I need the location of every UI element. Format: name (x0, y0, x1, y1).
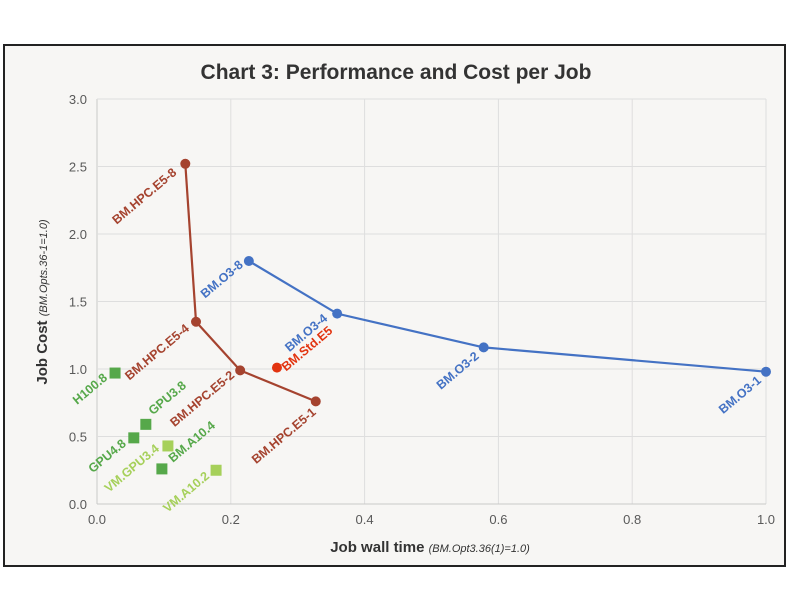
data-point (140, 418, 152, 430)
y-tick-label: 1.5 (69, 295, 87, 310)
data-label: BM.HPC.E5-2 (167, 368, 237, 430)
chart-title: Chart 3: Performance and Cost per Job (201, 61, 592, 84)
data-point (210, 464, 222, 476)
y-tick-label: 2.0 (69, 227, 87, 242)
series-line (184, 163, 317, 403)
data-point (191, 316, 202, 327)
series-line (248, 260, 767, 373)
data-label: BM.O3-1 (716, 373, 764, 416)
y-axis-label: Job Cost (BM.Opts.36-1=1.0) (34, 219, 51, 385)
y-tick-label: 0.0 (69, 497, 87, 512)
y-tick-label: 0.5 (69, 430, 87, 445)
y-tick-label: 2.5 (69, 160, 87, 175)
data-label: BM.HPC.E5-8 (110, 165, 180, 227)
data-point (180, 158, 191, 169)
data-point (243, 256, 254, 266)
data-point (235, 365, 246, 376)
y-tick-label: 3.0 (69, 92, 87, 107)
x-tick-label: 1.0 (757, 512, 775, 527)
data-label: VM.A10.2 (160, 469, 212, 515)
data-point (761, 366, 771, 377)
x-axis-label: Job wall time (BM.Opt3.36(1)=1.0) (330, 539, 530, 556)
data-label: BM.HPC.E5-4 (122, 321, 192, 383)
data-label: BM.HPC.E5-1 (249, 405, 319, 467)
y-tick-label: 1.0 (69, 362, 87, 377)
x-tick-label: 0.8 (623, 512, 641, 527)
data-point (109, 367, 121, 379)
data-label: BM.O3-2 (434, 349, 482, 392)
chart-frame (3, 44, 786, 567)
data-point (128, 432, 140, 444)
x-tick-label: 0.0 (88, 512, 106, 527)
data-point (162, 440, 174, 452)
data-point (310, 396, 321, 407)
data-label: BM.O3-8 (198, 258, 246, 301)
data-point (332, 308, 343, 319)
data-point (478, 342, 489, 353)
data-point (156, 463, 168, 475)
x-tick-label: 0.4 (356, 512, 374, 527)
x-tick-label: 0.6 (489, 512, 507, 527)
data-point (271, 362, 282, 373)
x-tick-label: 0.2 (222, 512, 240, 527)
